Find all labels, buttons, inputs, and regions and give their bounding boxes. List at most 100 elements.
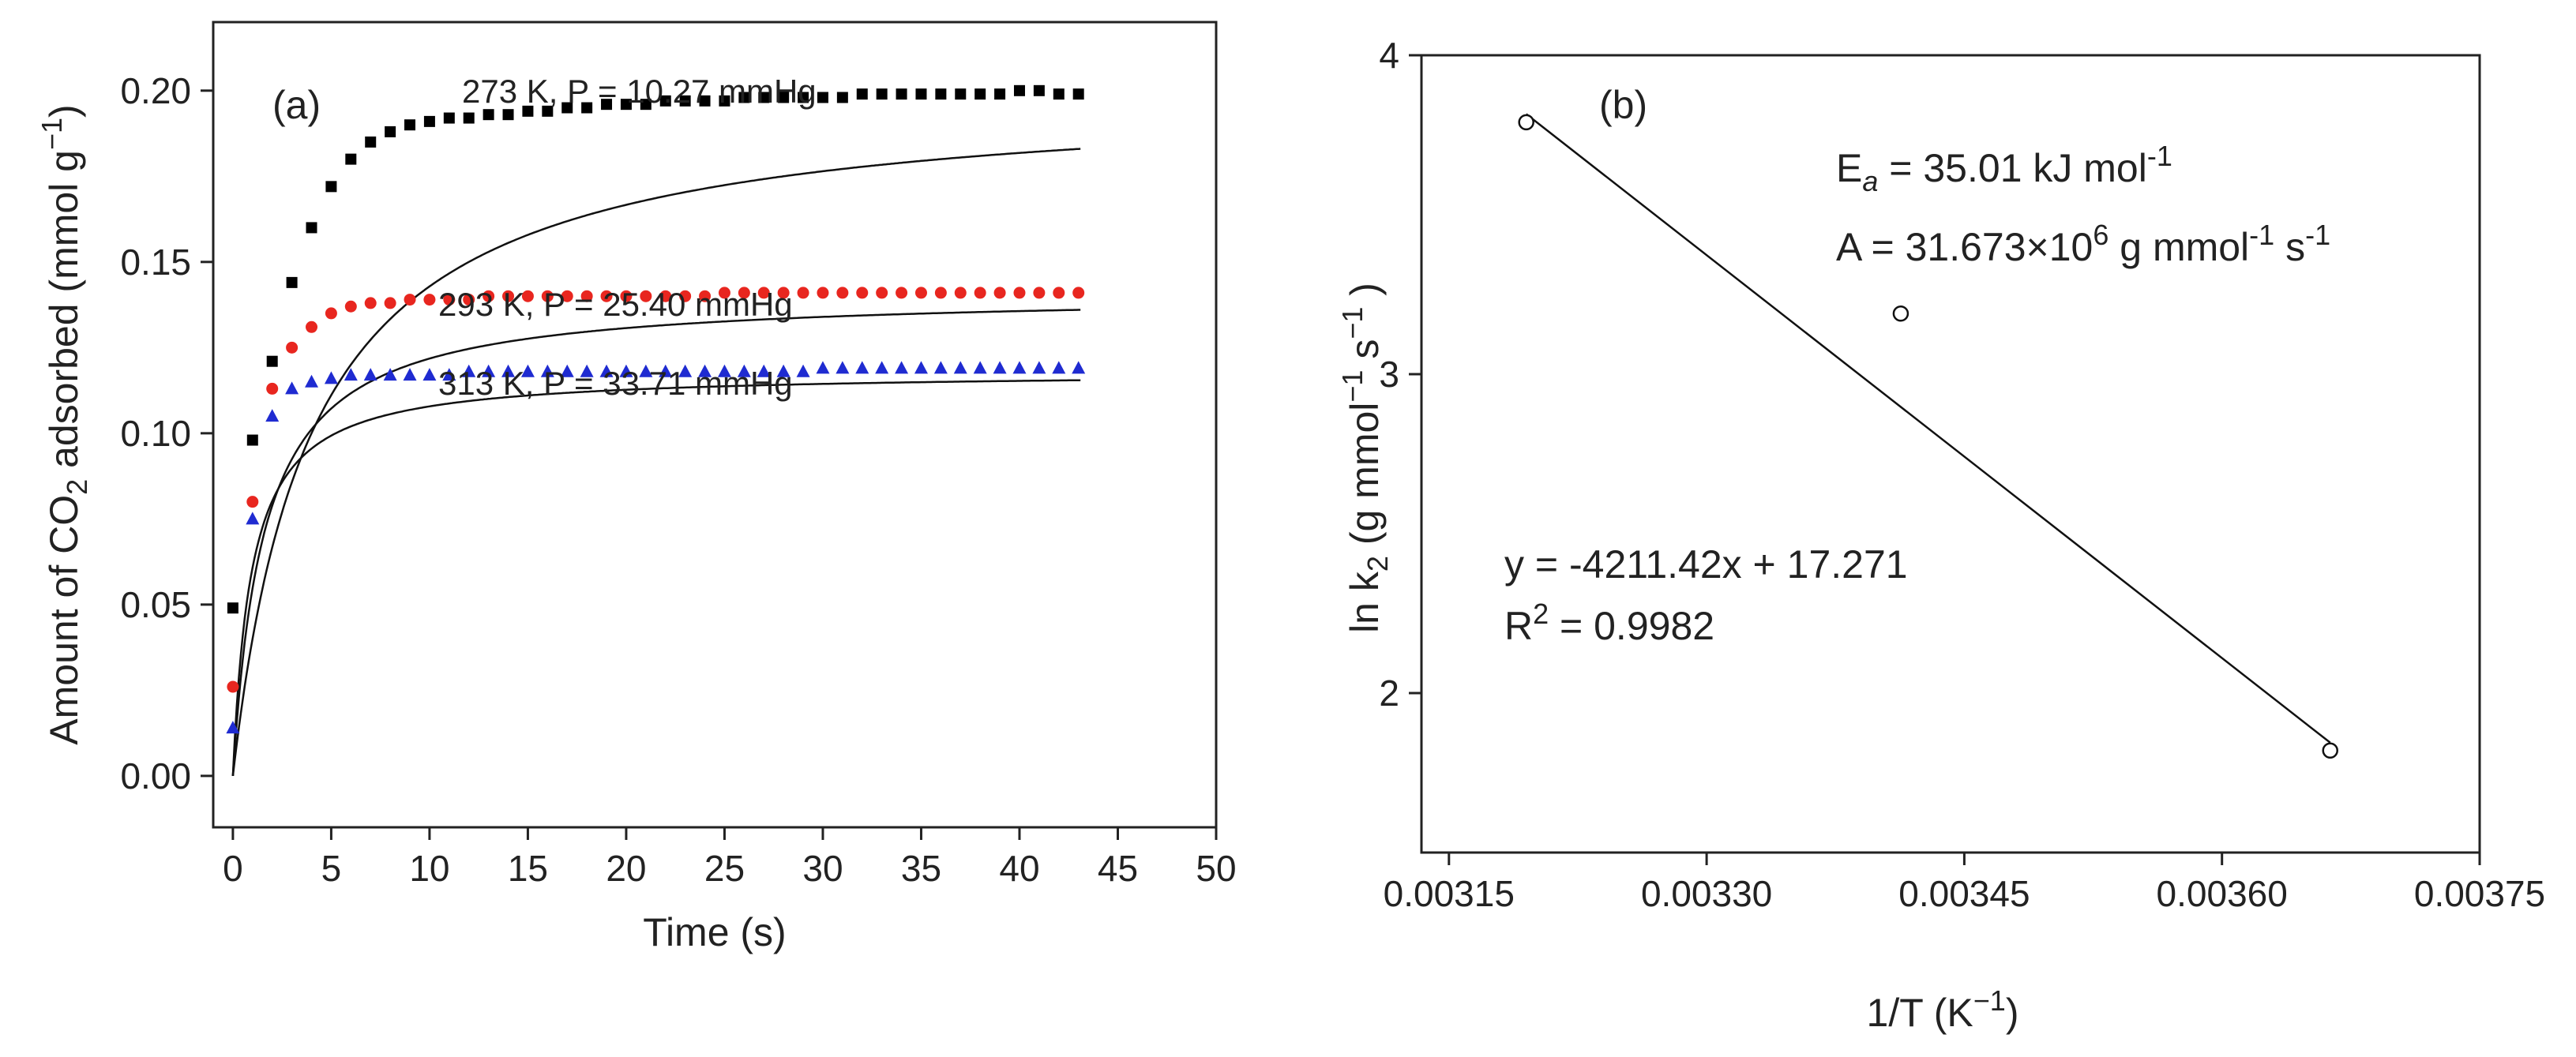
- data-point-series-2: [973, 361, 987, 374]
- data-point-series-1: [364, 297, 377, 309]
- data-point-series-0: [385, 126, 396, 137]
- linear-fit-line: [1525, 113, 2331, 744]
- fit-curve-series-2: [231, 379, 1081, 776]
- plot-frame-a: [212, 21, 1218, 829]
- data-point-series-2: [403, 368, 417, 381]
- y-tick-label: 0.00: [120, 755, 191, 796]
- panel-label-b: (b): [1599, 83, 1647, 127]
- data-point-series-1: [777, 287, 790, 299]
- data-point-series-0: [896, 88, 907, 100]
- data-point-series-2: [226, 721, 240, 734]
- data-point-series-2: [599, 364, 614, 377]
- data-point-series-2: [324, 371, 338, 384]
- x-axis-label-a: Time (s): [643, 910, 786, 954]
- data-point-series-1: [699, 290, 712, 302]
- data-point-series-0: [856, 88, 868, 100]
- data-point-series-0: [719, 95, 730, 107]
- fit-line-b: [1525, 113, 2331, 744]
- data-point-series-2: [698, 364, 712, 377]
- data-point-series-0: [935, 88, 947, 100]
- y-tick-label: 4: [1379, 35, 1399, 76]
- data-point-series-0: [522, 105, 534, 117]
- activation-energy-annotation: Ea = 35.01 kJ mol-1: [1836, 140, 2172, 197]
- x-tick-label: 10: [409, 848, 449, 889]
- data-point-series-2: [285, 381, 299, 395]
- data-point-series-1: [404, 294, 416, 306]
- data-point-series-0: [994, 88, 1006, 100]
- y-tick-label: 3: [1379, 354, 1399, 395]
- x-tick-label: 0.00315: [1384, 873, 1515, 914]
- chart-panel-b: 0.00315 0.00330 0.00345 0.00360 0.00375 2 3 4 (…: [1336, 35, 2545, 1035]
- data-point-series-0: [915, 88, 927, 100]
- data-point-series-2: [560, 364, 574, 377]
- r-squared-annotation: R2 = 0.9982: [1504, 598, 1714, 648]
- data-points-b: [1518, 114, 2338, 759]
- data-point-series-2: [246, 512, 260, 525]
- data-point-series-1: [954, 287, 967, 299]
- data-point-series-1: [718, 287, 730, 299]
- data-point-series-1: [325, 307, 337, 320]
- data-point-series-0: [266, 355, 278, 367]
- data-point-series-2: [855, 361, 869, 374]
- data-point-series-0: [738, 92, 750, 103]
- y-tick-label: 0.05: [120, 584, 191, 625]
- data-point-series-2: [895, 361, 909, 374]
- x-tick-label: 30: [802, 848, 843, 889]
- data-point-series-0: [286, 276, 298, 288]
- y-tick-label: 0.10: [120, 413, 191, 454]
- data-point-series-0: [974, 88, 986, 100]
- data-point-series-0: [620, 99, 632, 111]
- data-point-series-1: [640, 290, 652, 302]
- data-point-series-0: [542, 105, 554, 117]
- data-point-series-2: [305, 374, 319, 388]
- data-point-series-2: [776, 364, 790, 377]
- series-label-293K: 293 K, P = 25.40 mmHg: [438, 286, 793, 323]
- data-point-series-1: [993, 287, 1006, 299]
- series-label-273K: 273 K, P = 10.27 mmHg: [462, 73, 817, 110]
- data-point-series-0: [581, 102, 593, 114]
- data-point-series-1: [306, 320, 318, 333]
- data-point-series-0: [817, 92, 828, 103]
- fit-curve-series-0: [231, 148, 1081, 777]
- data-point-series-2: [1072, 361, 1086, 374]
- y-tick-label: 0.20: [120, 70, 191, 111]
- data-point-series-1: [600, 290, 613, 302]
- data-point-series-1: [974, 287, 986, 299]
- data-point-series-0: [659, 95, 671, 107]
- data-point-series-1: [521, 290, 534, 302]
- data-point-series-0: [502, 109, 514, 121]
- data-point-series-1: [1072, 287, 1085, 299]
- x-tick-label: 5: [321, 848, 342, 889]
- data-point-series-2: [953, 361, 967, 374]
- data-point-series-2: [933, 361, 948, 374]
- data-point-series-0: [443, 112, 455, 124]
- x-tick-label: 0.00375: [2414, 873, 2545, 914]
- x-tick-label: 0.00345: [1898, 873, 2030, 914]
- data-point-series-1: [541, 290, 554, 302]
- data-point-series-2: [1052, 361, 1066, 374]
- data-point-series-2: [363, 368, 377, 381]
- data-point-series-0: [227, 602, 238, 614]
- data-point-series-0: [345, 153, 357, 165]
- panel-label-a: (a): [272, 83, 321, 127]
- data-point-series-1: [561, 290, 573, 302]
- data-point-series-1: [679, 290, 692, 302]
- data-point-series-0: [365, 136, 377, 148]
- data-point-series-0: [640, 99, 652, 111]
- chart-panel-a: 0 5 10 15 20 25 30 35 40 45 50 0.00 0.05 0.10 0.15 0.20…: [36, 21, 1237, 954]
- data-point-series-2: [482, 364, 496, 377]
- data-point-series-1: [384, 297, 396, 309]
- data-point-series-2: [462, 364, 476, 377]
- y-axis-label-b: ln k2 (g mmol−1 s−1 ): [1336, 283, 1394, 633]
- x-tick-label: 50: [1196, 848, 1236, 889]
- plot-frame-b: [1420, 54, 2481, 854]
- data-point-series-0: [423, 115, 435, 127]
- data-point-series-2: [737, 364, 751, 377]
- data-point-series-2: [914, 361, 928, 374]
- data-point-series-1: [817, 287, 829, 299]
- data-point-series-2: [580, 364, 594, 377]
- data-point-series-2: [265, 409, 280, 422]
- arrhenius-data-point: [1518, 114, 1534, 131]
- data-point-series-0: [758, 92, 770, 103]
